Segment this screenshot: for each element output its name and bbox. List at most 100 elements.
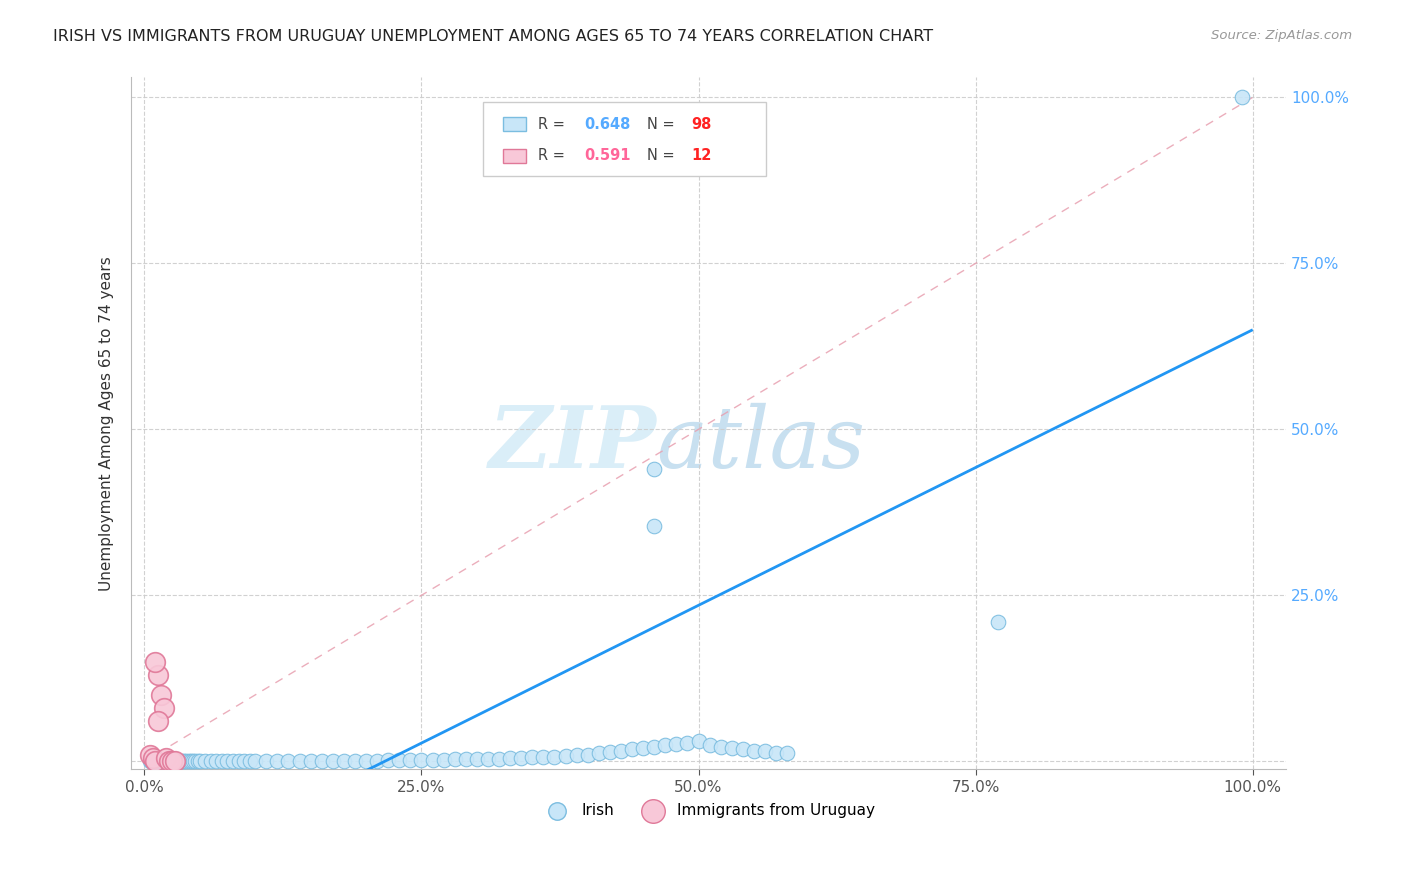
- Point: [159, 755, 181, 769]
- Point: [153, 701, 176, 715]
- Point: [165, 755, 187, 769]
- Point: [443, 752, 465, 766]
- Point: [465, 752, 488, 766]
- Point: [643, 739, 665, 754]
- Point: [388, 753, 411, 767]
- Point: [188, 755, 211, 769]
- Point: [654, 739, 676, 753]
- Point: [166, 755, 188, 769]
- Point: [211, 755, 233, 769]
- Point: [643, 462, 665, 476]
- Text: N =: N =: [647, 117, 675, 132]
- Point: [152, 755, 174, 769]
- Point: [631, 741, 654, 756]
- Point: [205, 755, 228, 769]
- Point: [765, 746, 787, 760]
- Text: R =: R =: [537, 148, 564, 163]
- Point: [576, 747, 599, 762]
- Point: [165, 755, 187, 769]
- FancyBboxPatch shape: [484, 102, 766, 177]
- Point: [194, 755, 217, 769]
- Point: [987, 615, 1010, 629]
- Point: [377, 753, 399, 767]
- Point: [266, 754, 288, 768]
- Point: [169, 755, 191, 769]
- Point: [150, 755, 173, 769]
- Point: [160, 755, 183, 769]
- Point: [177, 755, 200, 769]
- Text: IRISH VS IMMIGRANTS FROM URUGUAY UNEMPLOYMENT AMONG AGES 65 TO 74 YEARS CORRELAT: IRISH VS IMMIGRANTS FROM URUGUAY UNEMPLO…: [53, 29, 934, 44]
- Point: [186, 755, 208, 769]
- Point: [299, 754, 322, 768]
- Point: [139, 747, 162, 762]
- Point: [366, 754, 388, 768]
- Point: [176, 755, 198, 769]
- Point: [710, 739, 733, 754]
- Y-axis label: Unemployment Among Ages 65 to 74 years: Unemployment Among Ages 65 to 74 years: [100, 256, 114, 591]
- Point: [155, 751, 177, 765]
- Point: [599, 745, 621, 759]
- Point: [432, 753, 454, 767]
- Point: [145, 755, 167, 769]
- Text: Source: ZipAtlas.com: Source: ZipAtlas.com: [1212, 29, 1353, 42]
- Text: 0.648: 0.648: [583, 117, 630, 132]
- Point: [157, 755, 180, 769]
- Point: [531, 750, 554, 764]
- Point: [200, 755, 222, 769]
- Point: [322, 754, 344, 768]
- Point: [510, 751, 533, 765]
- Point: [399, 753, 422, 767]
- Point: [699, 738, 721, 752]
- Point: [720, 741, 742, 756]
- Point: [588, 747, 610, 761]
- Point: [142, 751, 165, 765]
- Point: [742, 744, 765, 758]
- Point: [155, 755, 177, 769]
- Point: [163, 755, 186, 769]
- Point: [149, 755, 172, 769]
- Point: [333, 754, 356, 768]
- Point: [160, 755, 183, 769]
- Point: [145, 655, 167, 669]
- Point: [288, 754, 311, 768]
- Point: [488, 752, 510, 766]
- Point: [254, 755, 277, 769]
- Text: 0.591: 0.591: [583, 148, 630, 163]
- Point: [141, 755, 163, 769]
- Point: [621, 742, 644, 756]
- Point: [162, 755, 184, 769]
- Text: N =: N =: [647, 148, 675, 163]
- Point: [354, 754, 377, 768]
- Point: [156, 755, 179, 769]
- Point: [754, 744, 776, 758]
- Point: [543, 749, 565, 764]
- Text: R =: R =: [537, 117, 564, 132]
- Point: [173, 755, 195, 769]
- Point: [665, 737, 688, 751]
- Point: [145, 755, 167, 769]
- Point: [155, 755, 177, 769]
- Point: [243, 755, 266, 769]
- Point: [143, 755, 166, 769]
- Point: [149, 688, 172, 702]
- FancyBboxPatch shape: [503, 117, 526, 131]
- Point: [499, 751, 522, 765]
- Point: [181, 755, 204, 769]
- Point: [160, 755, 183, 769]
- FancyBboxPatch shape: [503, 149, 526, 163]
- Point: [180, 755, 202, 769]
- Point: [1230, 90, 1253, 104]
- Point: [643, 518, 665, 533]
- Point: [139, 755, 162, 769]
- Point: [217, 755, 239, 769]
- Point: [146, 668, 169, 682]
- Point: [153, 755, 176, 769]
- Point: [554, 749, 576, 764]
- Point: [343, 754, 366, 768]
- Point: [145, 755, 167, 769]
- Text: atlas: atlas: [657, 403, 866, 485]
- Point: [522, 750, 544, 764]
- Text: 12: 12: [692, 148, 711, 163]
- Point: [148, 755, 170, 769]
- Point: [228, 755, 250, 769]
